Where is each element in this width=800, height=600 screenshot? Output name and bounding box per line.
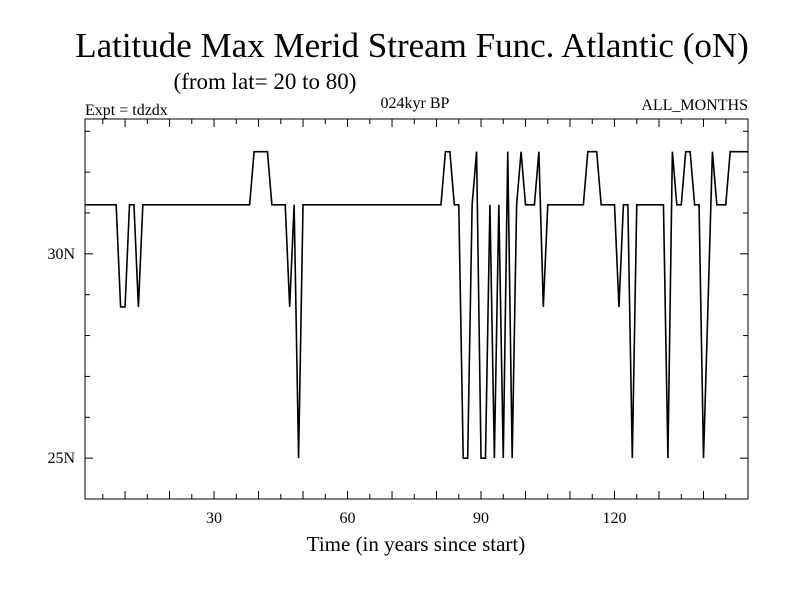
- y-axis-ticks: [85, 130, 748, 459]
- x-tick-label: 30: [206, 510, 222, 527]
- y-tick-label: 30N: [47, 246, 75, 263]
- series-line: [85, 150, 748, 459]
- months-label: ALL_MONTHS: [641, 97, 748, 114]
- x-axis-tick-labels: 30 60 90 120: [206, 510, 626, 527]
- x-axis-label: Time (in years since start): [307, 532, 526, 556]
- y-tick-label: 25N: [47, 450, 75, 467]
- x-tick-label: 120: [603, 510, 627, 527]
- experiment-label: Expt = tdzdx: [85, 102, 168, 119]
- plot-frame: [84, 118, 749, 500]
- chart-subtitle: (from lat= 20 to 80): [174, 69, 357, 94]
- y-axis-tick-labels: 25N 30N: [47, 246, 75, 467]
- x-axis-ticks: [102, 119, 727, 499]
- x-tick-label: 60: [340, 510, 356, 527]
- period-label: 024kyr BP: [381, 95, 450, 112]
- chart-title: Latitude Max Merid Stream Func. Atlantic…: [75, 26, 749, 65]
- x-tick-label: 90: [473, 510, 489, 527]
